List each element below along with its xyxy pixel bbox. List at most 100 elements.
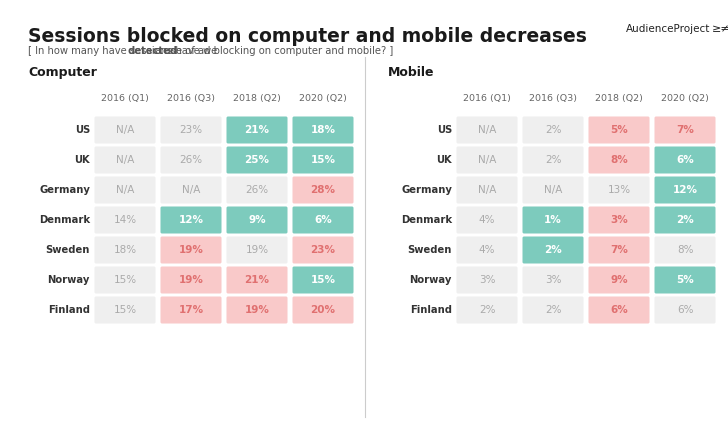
Text: Denmark: Denmark (39, 215, 90, 225)
FancyBboxPatch shape (226, 236, 288, 264)
FancyBboxPatch shape (226, 117, 288, 143)
Text: 20%: 20% (311, 305, 336, 315)
Text: Finland: Finland (410, 305, 452, 315)
FancyBboxPatch shape (523, 296, 584, 324)
FancyBboxPatch shape (654, 117, 716, 143)
Text: 12%: 12% (673, 185, 697, 195)
FancyBboxPatch shape (456, 177, 518, 203)
Text: 2018 (Q2): 2018 (Q2) (595, 94, 643, 103)
Text: 9%: 9% (610, 275, 628, 285)
Text: 15%: 15% (311, 275, 336, 285)
FancyBboxPatch shape (456, 206, 518, 234)
Text: 2016 (Q1): 2016 (Q1) (463, 94, 511, 103)
FancyBboxPatch shape (293, 296, 354, 324)
Text: 2020 (Q2): 2020 (Q2) (661, 94, 709, 103)
FancyBboxPatch shape (293, 267, 354, 293)
Text: 6%: 6% (677, 305, 693, 315)
Text: 21%: 21% (245, 275, 269, 285)
Text: [ In how many have sessions have we: [ In how many have sessions have we (28, 46, 221, 56)
Text: 18%: 18% (114, 245, 137, 255)
Text: 5%: 5% (610, 125, 628, 135)
Text: 8%: 8% (610, 155, 628, 165)
FancyBboxPatch shape (654, 146, 716, 174)
Text: N/A: N/A (116, 155, 134, 165)
Text: 19%: 19% (245, 305, 269, 315)
Text: 2%: 2% (545, 155, 561, 165)
Text: Norway: Norway (410, 275, 452, 285)
Text: N/A: N/A (478, 155, 496, 165)
Text: 13%: 13% (607, 185, 630, 195)
FancyBboxPatch shape (95, 146, 156, 174)
Text: 14%: 14% (114, 215, 137, 225)
FancyBboxPatch shape (226, 267, 288, 293)
FancyBboxPatch shape (456, 236, 518, 264)
Text: 2016 (Q1): 2016 (Q1) (101, 94, 149, 103)
FancyBboxPatch shape (456, 117, 518, 143)
Text: 8%: 8% (677, 245, 693, 255)
Text: 15%: 15% (114, 275, 137, 285)
Text: a use of ad blocking on computer and mobile? ]: a use of ad blocking on computer and mob… (152, 46, 393, 56)
Text: 7%: 7% (610, 245, 628, 255)
Text: 2016 (Q3): 2016 (Q3) (529, 94, 577, 103)
Text: N/A: N/A (116, 185, 134, 195)
FancyBboxPatch shape (523, 177, 584, 203)
Text: Germany: Germany (39, 185, 90, 195)
FancyBboxPatch shape (160, 177, 221, 203)
Text: ≥≠: ≥≠ (712, 24, 728, 34)
Text: 4%: 4% (479, 215, 495, 225)
FancyBboxPatch shape (523, 236, 584, 264)
FancyBboxPatch shape (160, 146, 221, 174)
Text: 26%: 26% (179, 155, 202, 165)
Text: Denmark: Denmark (401, 215, 452, 225)
Text: 18%: 18% (311, 125, 336, 135)
Text: 15%: 15% (311, 155, 336, 165)
FancyBboxPatch shape (588, 236, 649, 264)
FancyBboxPatch shape (588, 296, 649, 324)
Text: AudienceProject: AudienceProject (625, 24, 710, 34)
FancyBboxPatch shape (588, 117, 649, 143)
Text: 2%: 2% (545, 305, 561, 315)
FancyBboxPatch shape (588, 267, 649, 293)
Text: Finland: Finland (48, 305, 90, 315)
Text: 15%: 15% (114, 305, 137, 315)
FancyBboxPatch shape (654, 177, 716, 203)
FancyBboxPatch shape (523, 267, 584, 293)
FancyBboxPatch shape (293, 146, 354, 174)
FancyBboxPatch shape (293, 117, 354, 143)
Text: UK: UK (74, 155, 90, 165)
Text: 3%: 3% (610, 215, 628, 225)
FancyBboxPatch shape (456, 146, 518, 174)
Text: Sessions blocked on computer and mobile decreases: Sessions blocked on computer and mobile … (28, 27, 587, 46)
Text: 4%: 4% (479, 245, 495, 255)
FancyBboxPatch shape (160, 117, 221, 143)
Text: N/A: N/A (116, 125, 134, 135)
Text: 3%: 3% (479, 275, 495, 285)
Text: Sweden: Sweden (408, 245, 452, 255)
FancyBboxPatch shape (456, 296, 518, 324)
FancyBboxPatch shape (95, 267, 156, 293)
FancyBboxPatch shape (654, 236, 716, 264)
FancyBboxPatch shape (226, 177, 288, 203)
Text: Sweden: Sweden (46, 245, 90, 255)
Text: 19%: 19% (245, 245, 269, 255)
FancyBboxPatch shape (160, 236, 221, 264)
Text: 6%: 6% (610, 305, 628, 315)
Text: 3%: 3% (545, 275, 561, 285)
FancyBboxPatch shape (95, 236, 156, 264)
Text: Mobile: Mobile (388, 66, 435, 79)
Text: 9%: 9% (248, 215, 266, 225)
FancyBboxPatch shape (523, 117, 584, 143)
Text: 1%: 1% (544, 215, 562, 225)
FancyBboxPatch shape (293, 177, 354, 203)
FancyBboxPatch shape (160, 206, 221, 234)
Text: 26%: 26% (245, 185, 269, 195)
FancyBboxPatch shape (160, 296, 221, 324)
Text: 5%: 5% (676, 275, 694, 285)
FancyBboxPatch shape (654, 267, 716, 293)
FancyBboxPatch shape (588, 177, 649, 203)
FancyBboxPatch shape (588, 206, 649, 234)
Text: UK: UK (436, 155, 452, 165)
FancyBboxPatch shape (523, 146, 584, 174)
Text: US: US (437, 125, 452, 135)
Text: 25%: 25% (245, 155, 269, 165)
